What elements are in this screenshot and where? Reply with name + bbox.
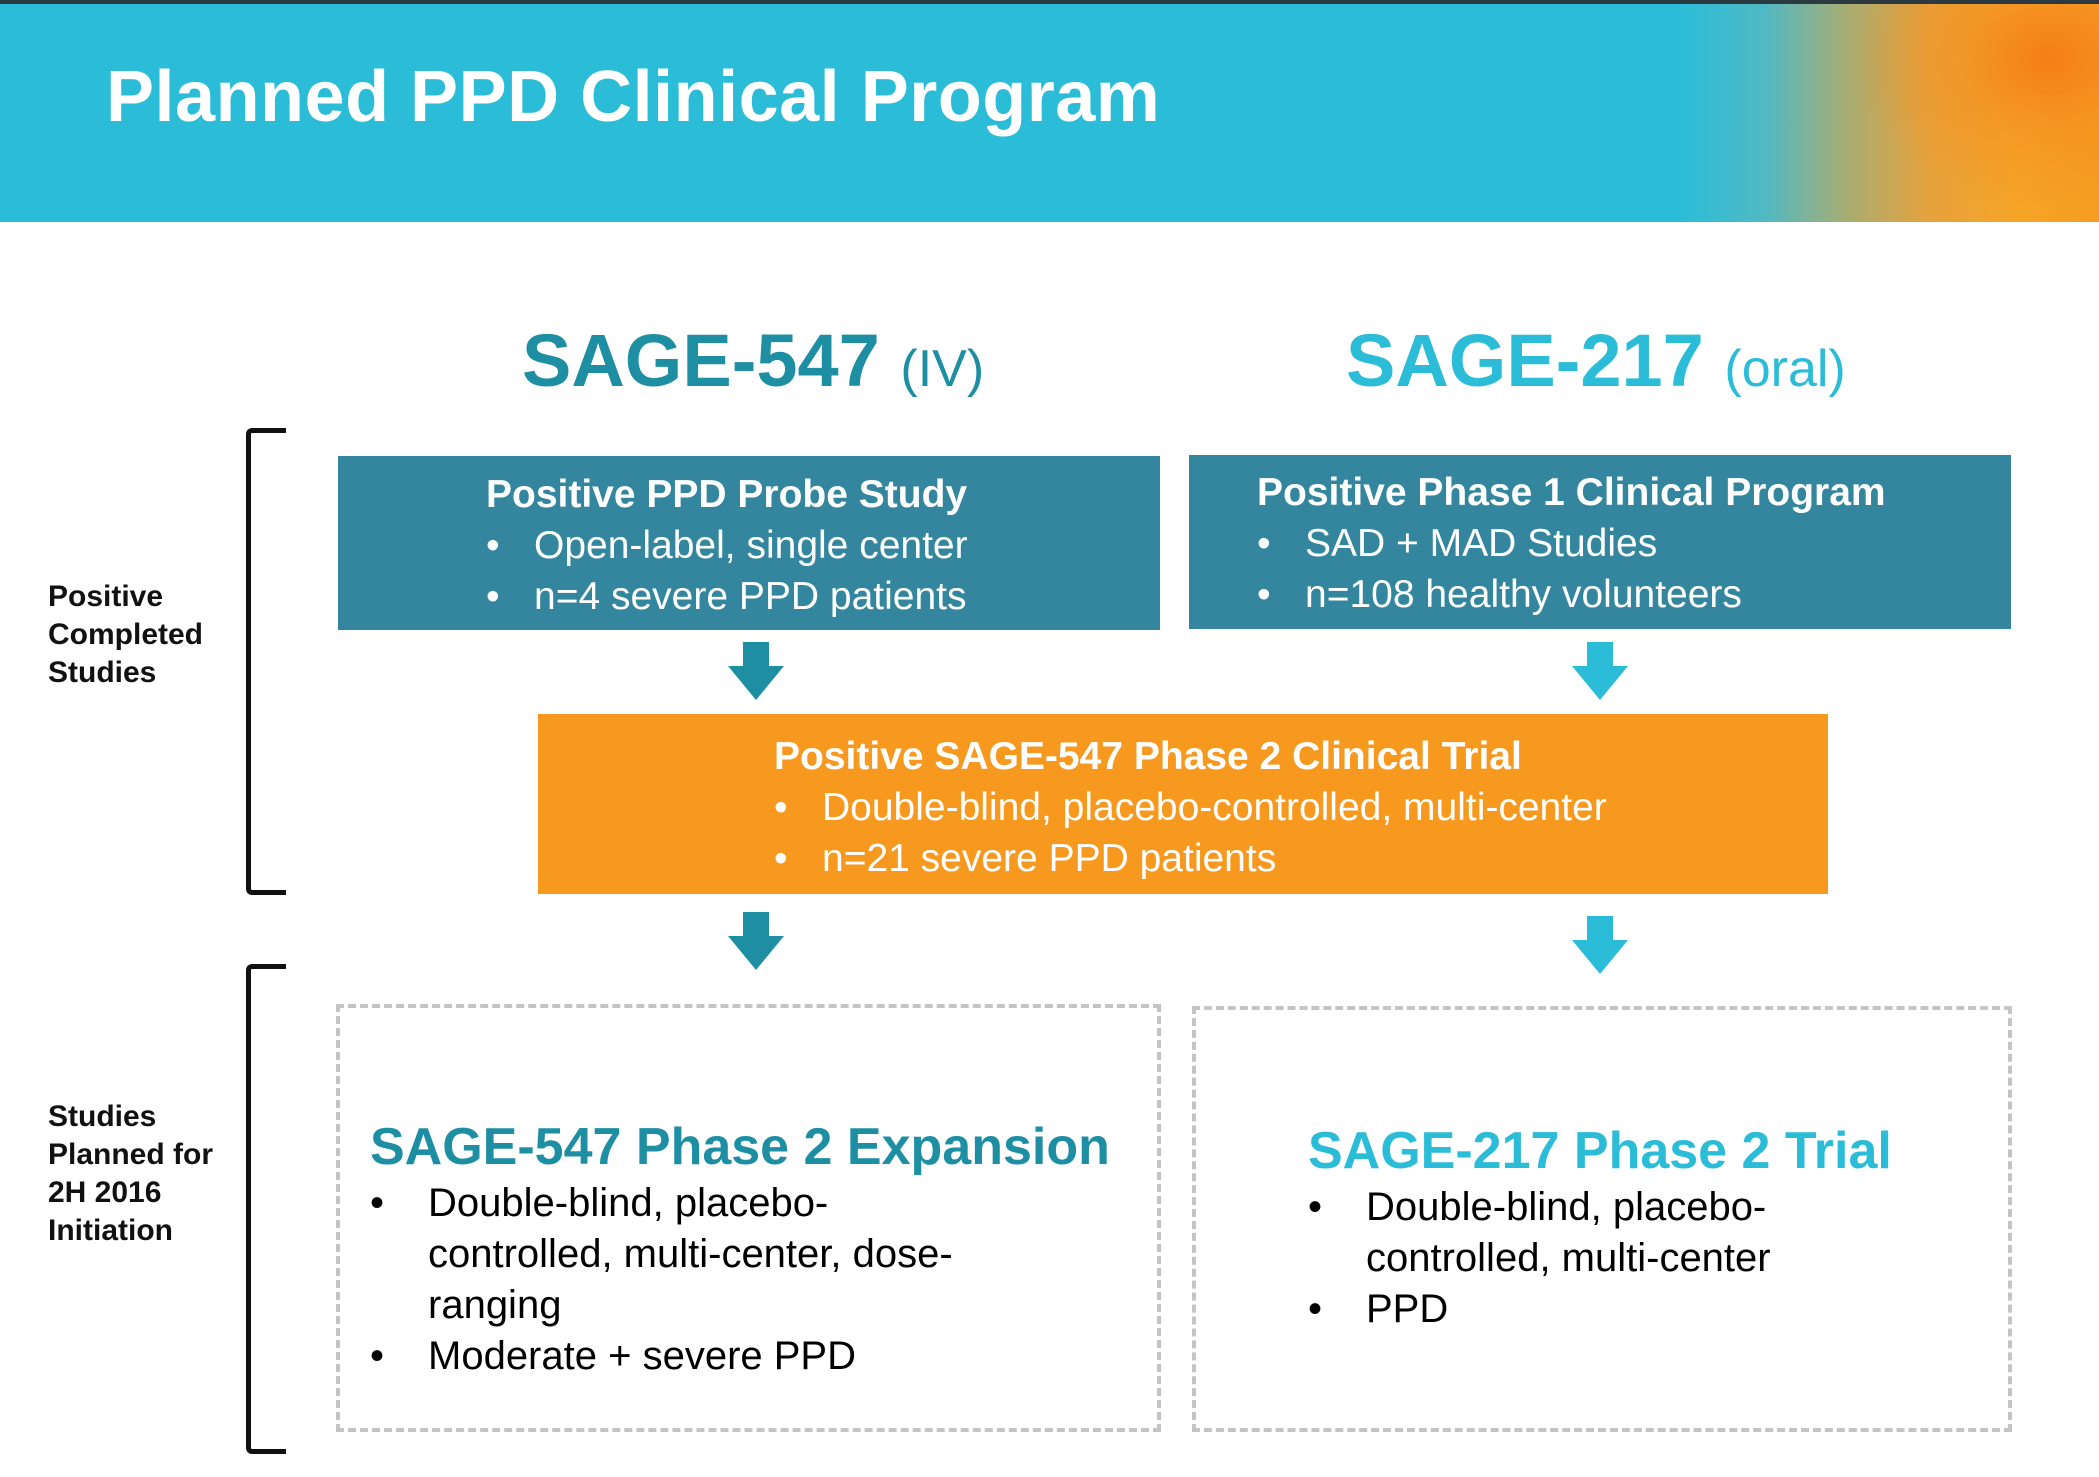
arrow-down-icon <box>1572 642 1628 700</box>
header-decoration <box>1839 4 2099 222</box>
probe-study-box: Positive PPD Probe Study Open-label, sin… <box>338 456 1160 630</box>
label-line: Planned for <box>48 1138 214 1171</box>
route-label: (oral) <box>1724 340 1846 398</box>
bullet-item: SAD + MAD Studies <box>1257 518 2011 569</box>
sage-547-expansion-box: SAGE-547 Phase 2 Expansion Double-blind,… <box>336 1004 1161 1432</box>
label-line: Initiation <box>48 1214 173 1247</box>
box-title: SAGE-547 Phase 2 Expansion <box>370 1118 1110 1176</box>
label-line: Studies <box>48 1100 157 1133</box>
box-title: Positive SAGE-547 Phase 2 Clinical Trial <box>774 735 1522 778</box>
box-title: Positive Phase 1 Clinical Program <box>1257 471 1886 514</box>
bullet-item: Double-blind, placebo-controlled, multi-… <box>1308 1182 1948 1284</box>
bracket-completed <box>246 428 286 895</box>
bullet-item: Open-label, single center <box>486 520 1160 571</box>
bracket-planned <box>246 964 286 1454</box>
arrow-down-icon <box>728 642 784 700</box>
drug-name: SAGE-217 <box>1346 319 1704 402</box>
bullet-item: Moderate + severe PPD <box>370 1331 1010 1382</box>
drug-name: SAGE-547 <box>522 319 880 402</box>
bullet-item: Double-blind, placebo-controlled, multi-… <box>370 1178 1010 1331</box>
side-label-completed: Positive Completed Studies <box>48 578 203 692</box>
phase1-program-box: Positive Phase 1 Clinical Program SAD + … <box>1189 455 2011 629</box>
arrow-down-icon <box>728 912 784 970</box>
column-heading-sage-547: SAGE-547 (IV) <box>522 318 984 403</box>
box-title: Positive PPD Probe Study <box>486 473 968 516</box>
bullet-item: PPD <box>1308 1284 1948 1335</box>
bullet-item: n=21 severe PPD patients <box>774 833 1828 884</box>
column-heading-sage-217: SAGE-217 (oral) <box>1346 318 1846 403</box>
bullet-item: n=4 severe PPD patients <box>486 571 1160 622</box>
arrow-down-icon <box>1572 916 1628 974</box>
label-line: Completed <box>48 618 204 651</box>
page-title: Planned PPD Clinical Program <box>106 57 1161 137</box>
side-label-planned: Studies Planned for 2H 2016 Initiation <box>48 1098 213 1250</box>
label-line: Positive <box>48 580 164 613</box>
box-title: SAGE-217 Phase 2 Trial <box>1308 1122 1892 1180</box>
label-line: 2H 2016 <box>48 1176 162 1209</box>
bullet-item: Double-blind, placebo-controlled, multi-… <box>774 782 1828 833</box>
label-line: Studies <box>48 656 157 689</box>
bullet-item: n=108 healthy volunteers <box>1257 569 2011 620</box>
sage-217-trial-box: SAGE-217 Phase 2 Trial Double-blind, pla… <box>1192 1006 2012 1432</box>
route-label: (IV) <box>900 340 985 398</box>
phase2-trial-box: Positive SAGE-547 Phase 2 Clinical Trial… <box>538 714 1828 894</box>
header-banner: Planned PPD Clinical Program <box>0 0 2099 222</box>
